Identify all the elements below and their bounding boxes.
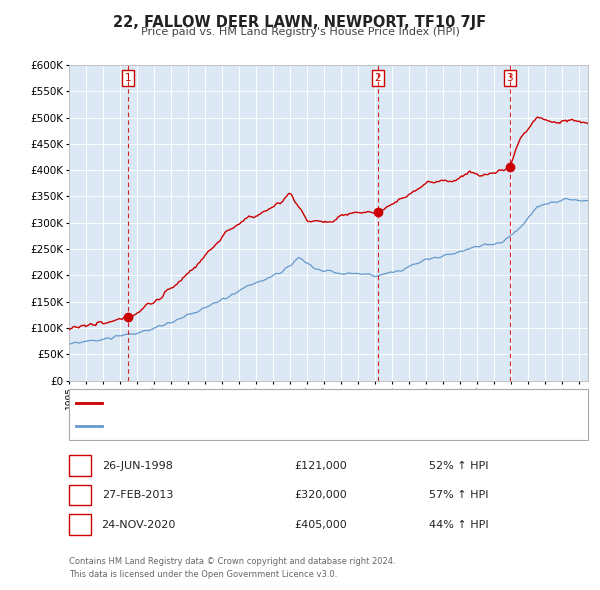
Text: 26-JUN-1998: 26-JUN-1998: [103, 461, 173, 470]
Text: HPI: Average price, detached house, Telford and Wrekin: HPI: Average price, detached house, Telf…: [108, 421, 379, 431]
Text: 24-NOV-2020: 24-NOV-2020: [101, 520, 175, 529]
Text: 1: 1: [76, 461, 83, 470]
Text: 44% ↑ HPI: 44% ↑ HPI: [429, 520, 489, 529]
Text: 52% ↑ HPI: 52% ↑ HPI: [429, 461, 489, 470]
Text: 2: 2: [375, 73, 382, 83]
Text: 3: 3: [76, 520, 83, 529]
Text: £121,000: £121,000: [295, 461, 347, 470]
Text: Contains HM Land Registry data © Crown copyright and database right 2024.: Contains HM Land Registry data © Crown c…: [69, 558, 395, 566]
Text: 1: 1: [125, 73, 131, 83]
Text: 27-FEB-2013: 27-FEB-2013: [103, 490, 173, 500]
Text: 57% ↑ HPI: 57% ↑ HPI: [429, 490, 489, 500]
Text: £320,000: £320,000: [295, 490, 347, 500]
Text: 22, FALLOW DEER LAWN, NEWPORT, TF10 7JF: 22, FALLOW DEER LAWN, NEWPORT, TF10 7JF: [113, 15, 487, 30]
Text: 2: 2: [76, 490, 83, 500]
Text: 3: 3: [506, 73, 513, 83]
Text: Price paid vs. HM Land Registry's House Price Index (HPI): Price paid vs. HM Land Registry's House …: [140, 27, 460, 37]
Text: £405,000: £405,000: [295, 520, 347, 529]
Text: This data is licensed under the Open Government Licence v3.0.: This data is licensed under the Open Gov…: [69, 571, 337, 579]
Text: 22, FALLOW DEER LAWN, NEWPORT, TF10 7JF (detached house): 22, FALLOW DEER LAWN, NEWPORT, TF10 7JF …: [108, 398, 420, 408]
